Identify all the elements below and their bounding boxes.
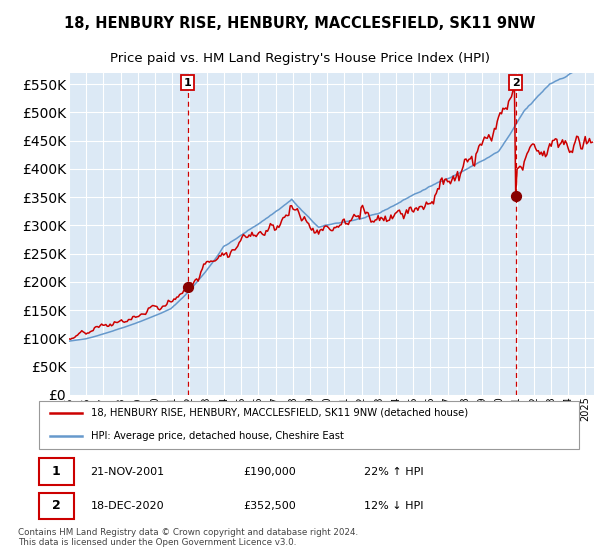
Text: £190,000: £190,000 — [244, 466, 296, 477]
Text: 21-NOV-2001: 21-NOV-2001 — [91, 466, 165, 477]
Text: 22% ↑ HPI: 22% ↑ HPI — [364, 466, 423, 477]
Text: 18, HENBURY RISE, HENBURY, MACCLESFIELD, SK11 9NW (detached house): 18, HENBURY RISE, HENBURY, MACCLESFIELD,… — [91, 408, 468, 418]
FancyBboxPatch shape — [39, 493, 74, 519]
Text: 2: 2 — [512, 78, 520, 87]
Text: 18, HENBURY RISE, HENBURY, MACCLESFIELD, SK11 9NW: 18, HENBURY RISE, HENBURY, MACCLESFIELD,… — [64, 16, 536, 31]
Text: 18-DEC-2020: 18-DEC-2020 — [91, 501, 164, 511]
Text: 1: 1 — [52, 465, 61, 478]
Point — [511, 191, 520, 200]
Text: 2: 2 — [52, 500, 61, 512]
Text: HPI: Average price, detached house, Cheshire East: HPI: Average price, detached house, Ches… — [91, 431, 343, 441]
Point — [183, 283, 193, 292]
Text: 12% ↓ HPI: 12% ↓ HPI — [364, 501, 423, 511]
FancyBboxPatch shape — [39, 458, 74, 485]
Text: 1: 1 — [184, 78, 191, 87]
Text: £352,500: £352,500 — [244, 501, 296, 511]
FancyBboxPatch shape — [39, 401, 579, 449]
Text: Contains HM Land Registry data © Crown copyright and database right 2024.
This d: Contains HM Land Registry data © Crown c… — [18, 528, 358, 548]
Text: Price paid vs. HM Land Registry's House Price Index (HPI): Price paid vs. HM Land Registry's House … — [110, 53, 490, 66]
